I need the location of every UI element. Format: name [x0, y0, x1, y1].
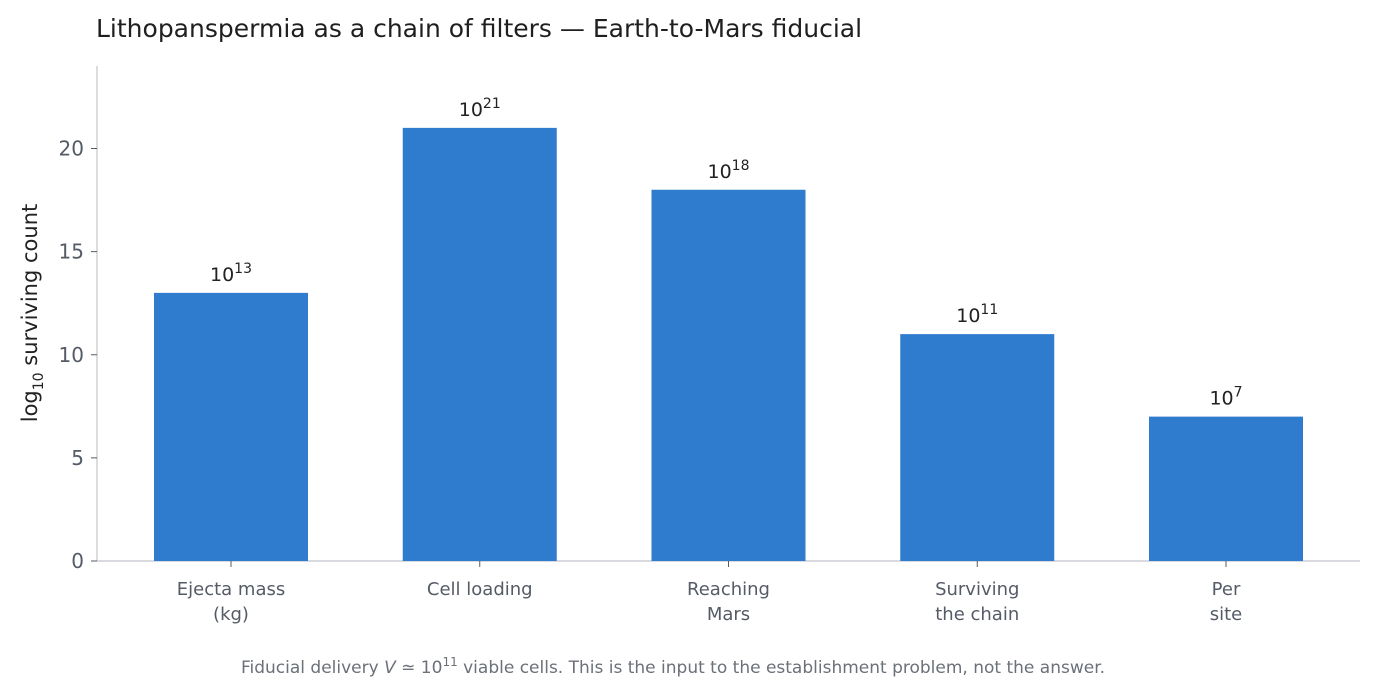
- bar-value-label: 1021: [459, 96, 501, 121]
- bars: [154, 127, 1303, 561]
- bar-value-base: 10: [459, 99, 483, 121]
- y-tick-label: 10: [59, 343, 84, 367]
- footnote-rel: ≃: [396, 658, 421, 678]
- bar: [900, 334, 1055, 561]
- footnote-base: 10: [421, 658, 443, 678]
- bar-value-exponent: 7: [1234, 385, 1243, 401]
- y-axis-label-main: log: [18, 390, 42, 422]
- svg-text:log10 surviving count: log10 surviving count: [18, 204, 47, 423]
- bar-value-label: 1011: [956, 302, 998, 327]
- bar-value-label: 107: [1209, 385, 1242, 410]
- x-tick-label: Mars: [707, 604, 750, 625]
- y-tick-label: 5: [71, 446, 84, 470]
- bar-value-base: 10: [707, 161, 731, 183]
- bar-value-base: 10: [956, 305, 980, 327]
- y-tick-label: 15: [59, 240, 84, 264]
- bar: [402, 127, 557, 561]
- x-tick-label: Reaching: [687, 579, 770, 600]
- footnote: Fiducial delivery V ≃ 1011 viable cells.…: [241, 655, 1105, 678]
- x-tick-label: Ejecta mass: [177, 579, 285, 600]
- bar-value-exponent: 18: [732, 158, 750, 174]
- x-tick-label: site: [1210, 604, 1243, 625]
- footnote-var: V: [384, 658, 397, 678]
- bar-value-exponent: 13: [234, 261, 252, 277]
- y-tick-label: 0: [71, 549, 84, 573]
- footnote-exp: 11: [442, 655, 457, 669]
- bar-value-base: 10: [1209, 388, 1233, 410]
- x-tick-label: Cell loading: [427, 579, 533, 600]
- bar: [651, 189, 806, 561]
- x-tick-label: Per: [1212, 579, 1241, 600]
- y-tick-label: 20: [59, 137, 84, 161]
- y-ticks: 0 5 10 15 20: [59, 137, 97, 573]
- bar-value-exponent: 21: [483, 96, 501, 112]
- x-tick-label: the chain: [935, 604, 1019, 625]
- x-tick-label: (kg): [213, 604, 249, 625]
- bar-value-exponent: 11: [980, 302, 998, 318]
- chart-title: Lithopanspermia as a chain of filters — …: [96, 14, 862, 43]
- footnote-pre: Fiducial delivery: [241, 658, 384, 678]
- bar: [1149, 416, 1303, 561]
- bar-value-label: 1013: [210, 261, 252, 286]
- y-axis-label-rest: surviving count: [18, 204, 42, 373]
- x-tick-label: Surviving: [935, 579, 1019, 600]
- y-axis-label-sub: 10: [31, 372, 47, 390]
- bar-value-label: 1018: [707, 158, 749, 183]
- y-axis-label: log10 surviving count: [18, 204, 47, 423]
- bar-value-base: 10: [210, 264, 234, 286]
- footnote-post: viable cells. This is the input to the e…: [458, 658, 1105, 678]
- bar: [154, 292, 308, 561]
- x-ticks: Ejecta mass (kg) Cell loading Reaching Mars S…: [177, 561, 1243, 625]
